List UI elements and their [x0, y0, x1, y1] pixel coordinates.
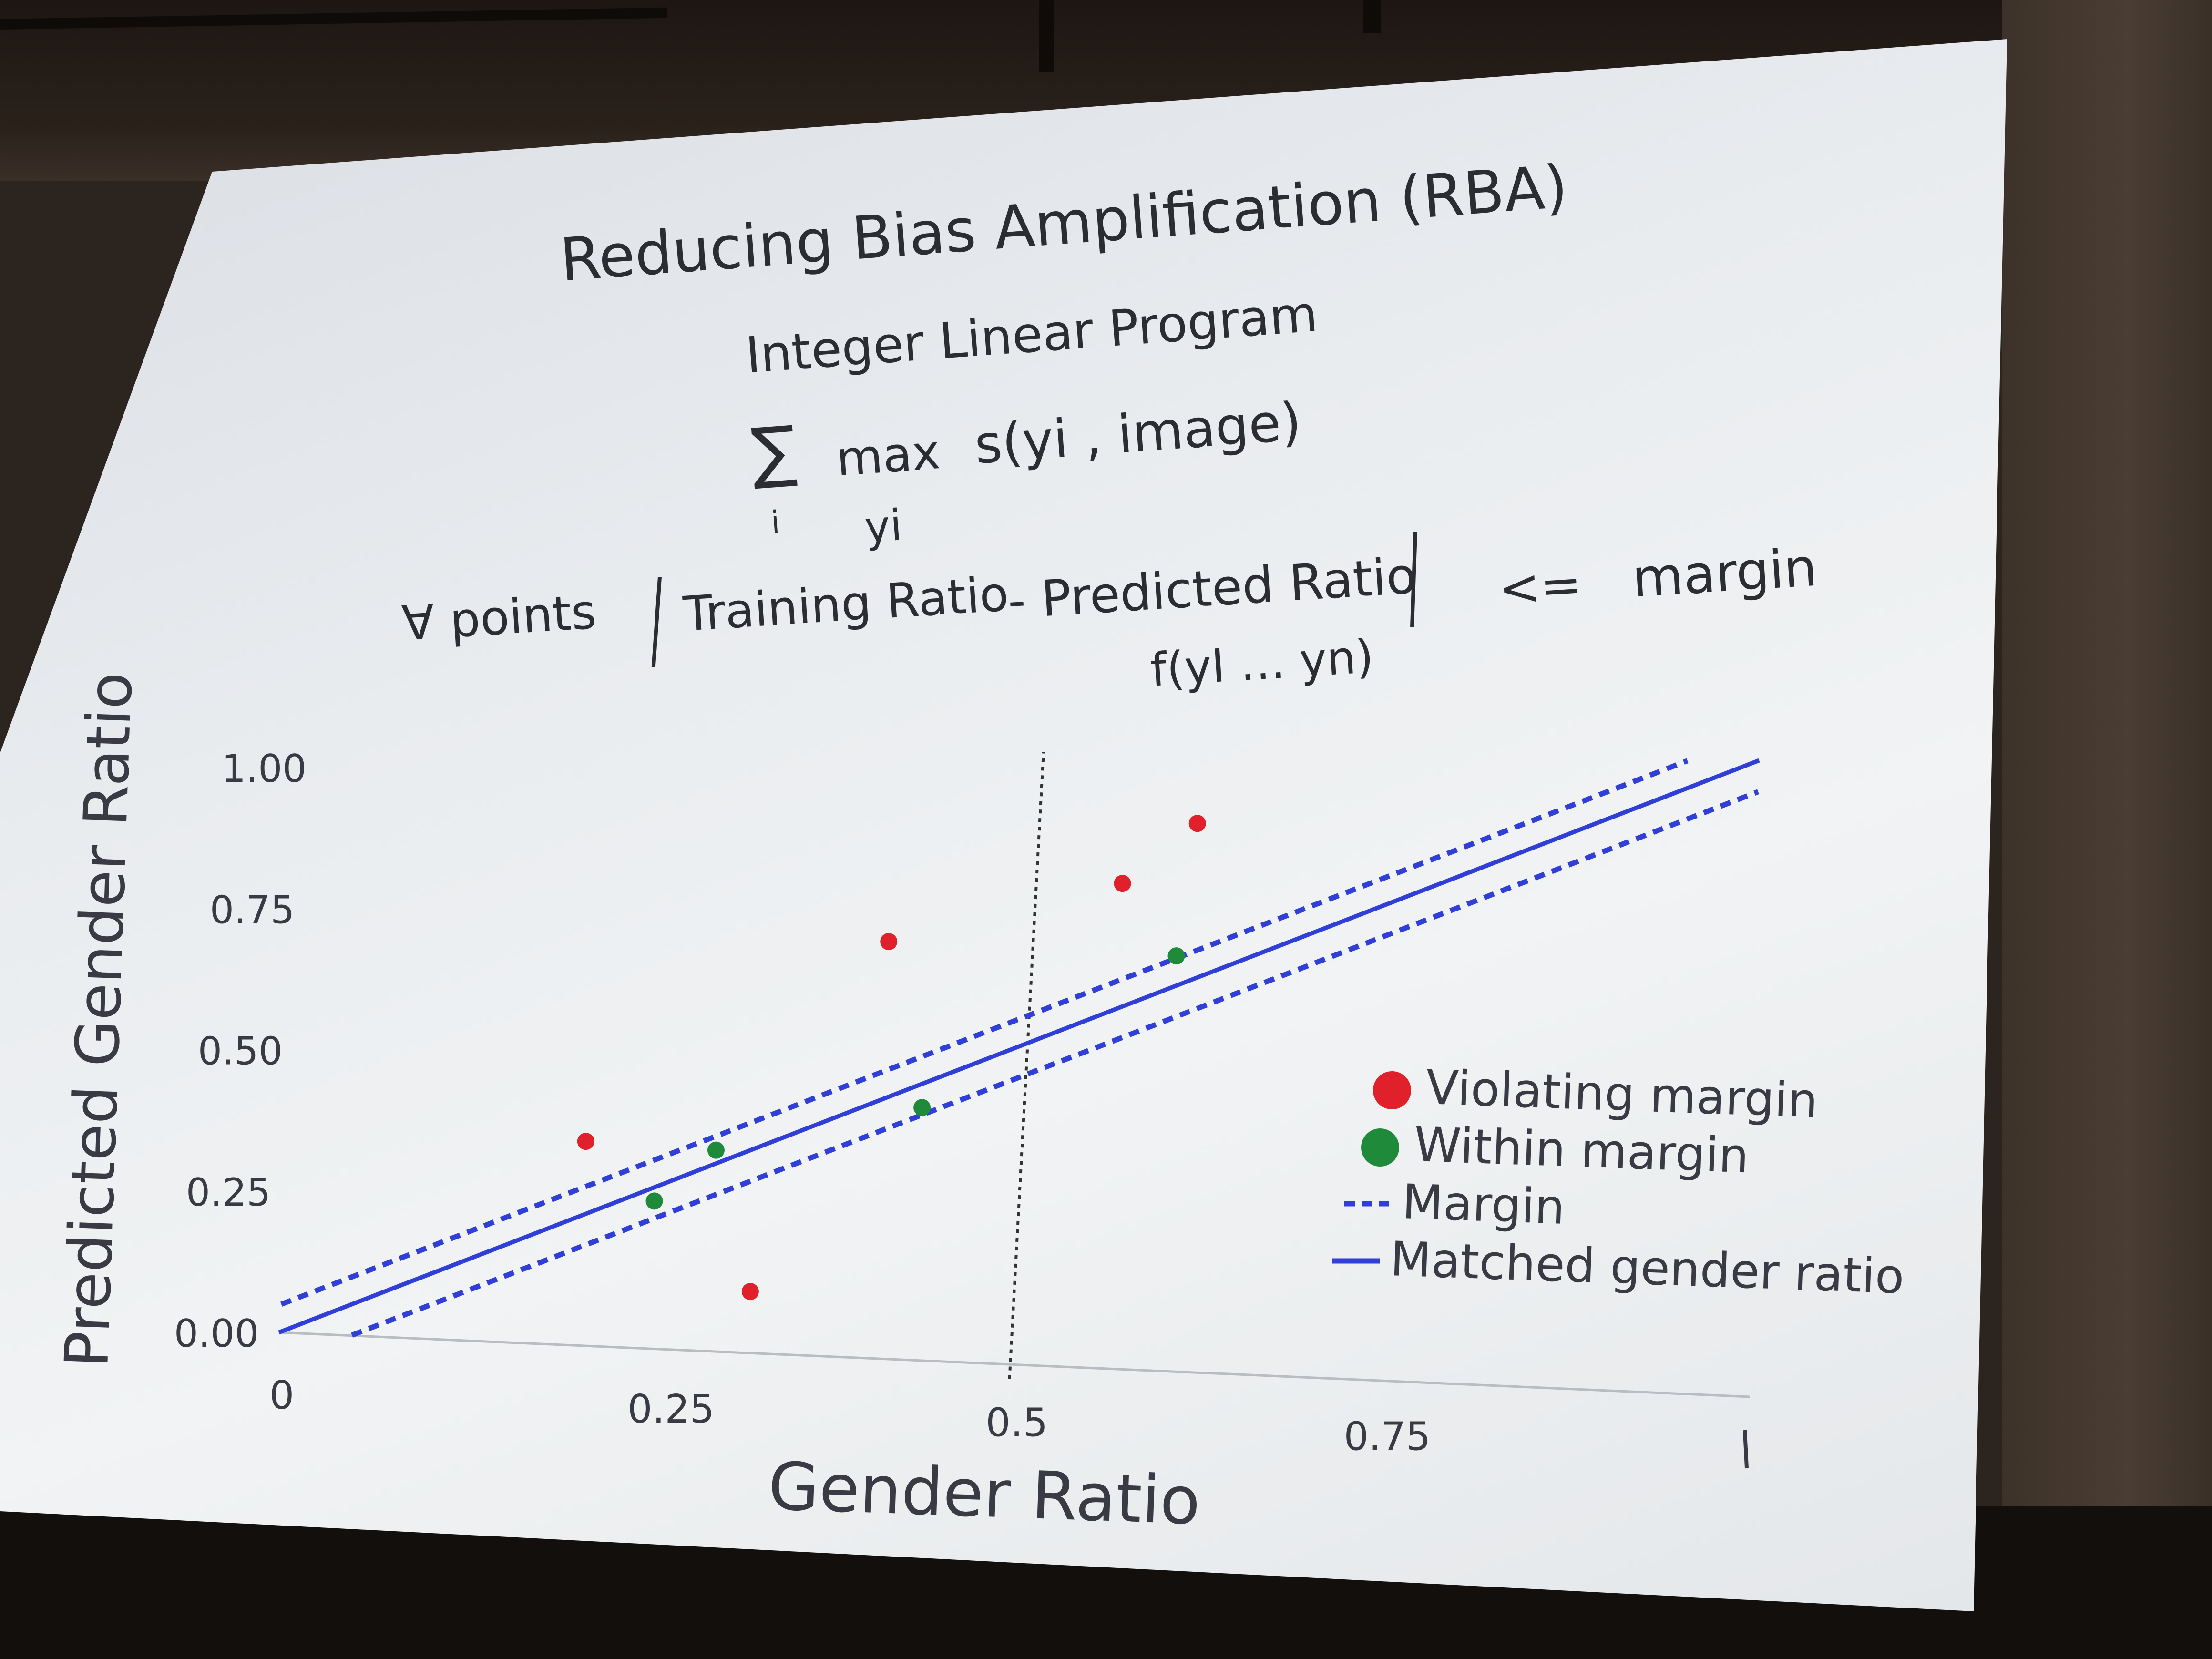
x-axis-line — [278, 1331, 1750, 1398]
legend-violating-label: Violating margin — [1425, 1059, 1819, 1129]
y-tick-label-1: 0.25 — [186, 1170, 271, 1215]
matched-ratio-line — [278, 758, 1760, 1335]
legend-margin-label: Margin — [1401, 1174, 1566, 1235]
within-point-0 — [645, 1192, 663, 1210]
x-tick-label-3: 0.75 — [1344, 1414, 1431, 1459]
legend-matched-label: Matched gender ratio — [1389, 1231, 1905, 1305]
legend-violating-marker — [1373, 1071, 1411, 1109]
ceiling-pole-2 — [1363, 0, 1381, 33]
within-point-1 — [707, 1141, 725, 1159]
within-point-3 — [1167, 947, 1185, 965]
y-tick-label-0: 0.00 — [174, 1311, 259, 1356]
violating-point-4 — [1188, 815, 1206, 832]
y-axis-label: Predicted Gender Ratio — [51, 671, 146, 1369]
ceiling-pole — [1039, 0, 1054, 72]
x-tick-label-1 — [1743, 1430, 1749, 1469]
violating-point-2 — [880, 933, 898, 951]
reference-dotted-line — [1008, 752, 1045, 1379]
x-tick-label-2: 0.5 — [986, 1401, 1048, 1446]
x-tick-label-0: 0 — [269, 1373, 294, 1418]
y-tick-label-2: 0.50 — [198, 1029, 283, 1074]
legend-within-label: Within margin — [1413, 1116, 1750, 1184]
within-point-2 — [913, 1099, 931, 1116]
y-tick-label-4: 1.00 — [222, 747, 307, 791]
margin-lower-line — [351, 789, 1759, 1338]
legend-within-marker — [1361, 1128, 1399, 1167]
violating-point-0 — [577, 1133, 594, 1150]
violating-point-3 — [1114, 875, 1131, 892]
margin-upper-line — [280, 758, 1689, 1307]
wall-right — [2002, 0, 2212, 1659]
x-axis-label: Gender Ratio — [767, 1448, 1202, 1540]
violating-point-1 — [741, 1283, 759, 1301]
y-tick-label-3: 0.75 — [210, 888, 295, 932]
x-tick-label-1: 0.25 — [627, 1387, 715, 1432]
